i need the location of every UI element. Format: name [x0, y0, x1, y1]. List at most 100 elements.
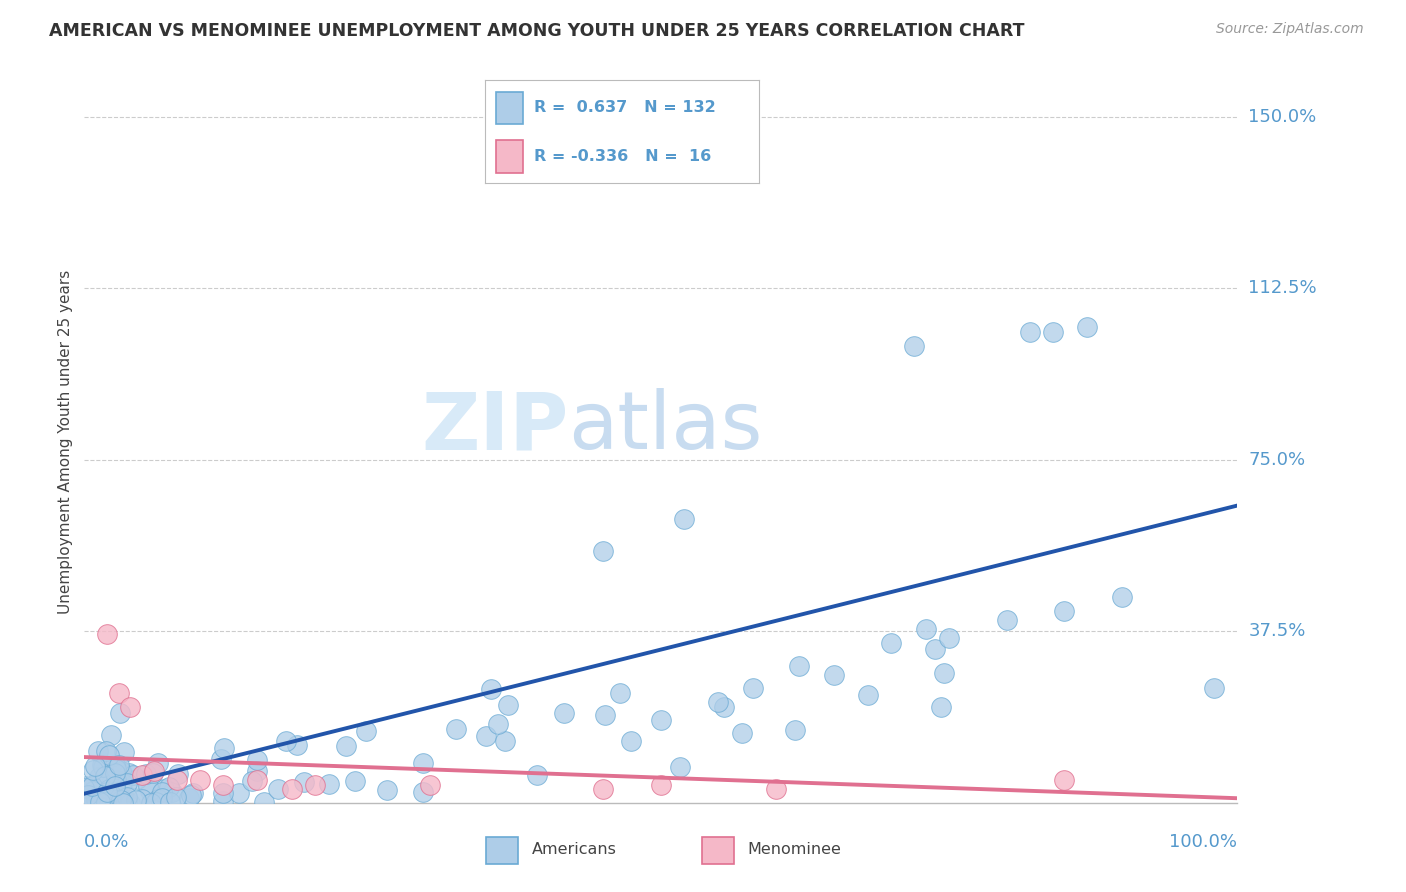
- Text: Menominee: Menominee: [748, 842, 841, 857]
- Point: [146, 792, 169, 806]
- Point: [94, 792, 117, 806]
- Point: [131, 768, 153, 782]
- Point: [228, 786, 250, 800]
- Point: [1018, 325, 1040, 339]
- Point: [127, 772, 149, 786]
- Point: [211, 777, 233, 791]
- Point: [115, 776, 138, 790]
- Point: [115, 795, 138, 809]
- Point: [100, 728, 122, 742]
- Point: [823, 667, 845, 681]
- Point: [136, 779, 159, 793]
- Point: [274, 734, 297, 748]
- Text: 75.0%: 75.0%: [1249, 450, 1306, 469]
- Point: [592, 544, 614, 558]
- Point: [111, 776, 134, 790]
- Point: [934, 665, 956, 680]
- Point: [89, 796, 111, 810]
- Point: [157, 780, 180, 794]
- Point: [114, 745, 136, 759]
- Point: [494, 734, 516, 748]
- Point: [159, 796, 181, 810]
- Text: ZIP: ZIP: [422, 388, 568, 467]
- Point: [253, 795, 276, 809]
- Point: [108, 795, 131, 809]
- Point: [112, 793, 135, 807]
- Point: [742, 681, 765, 696]
- Point: [107, 758, 129, 772]
- Point: [713, 699, 735, 714]
- FancyBboxPatch shape: [703, 838, 734, 864]
- Point: [120, 796, 142, 810]
- Point: [650, 777, 672, 791]
- Point: [285, 738, 308, 752]
- Point: [281, 782, 304, 797]
- Point: [650, 714, 672, 728]
- Point: [212, 795, 235, 809]
- Point: [731, 726, 754, 740]
- Point: [444, 722, 467, 736]
- Point: [98, 781, 121, 796]
- Point: [246, 772, 269, 787]
- Point: [108, 706, 131, 721]
- Text: atlas: atlas: [568, 388, 763, 467]
- Text: R = -0.336   N =  16: R = -0.336 N = 16: [534, 149, 711, 164]
- Point: [148, 756, 170, 770]
- Point: [82, 784, 104, 798]
- Point: [180, 789, 202, 803]
- Point: [153, 781, 176, 796]
- Point: [108, 765, 131, 780]
- Point: [592, 782, 614, 797]
- Point: [93, 776, 115, 790]
- Point: [97, 747, 120, 762]
- Point: [498, 698, 520, 712]
- Point: [108, 789, 131, 804]
- Point: [318, 777, 340, 791]
- Point: [110, 793, 132, 807]
- Point: [765, 782, 787, 797]
- Text: 150.0%: 150.0%: [1249, 108, 1316, 126]
- Point: [135, 766, 157, 780]
- Point: [142, 765, 165, 780]
- Text: Source: ZipAtlas.com: Source: ZipAtlas.com: [1216, 22, 1364, 37]
- Point: [105, 762, 128, 776]
- Point: [84, 791, 107, 805]
- Point: [856, 688, 879, 702]
- Point: [118, 766, 141, 780]
- Point: [787, 658, 810, 673]
- Point: [112, 789, 135, 804]
- Point: [77, 793, 100, 807]
- Point: [76, 788, 98, 802]
- Text: 0.0%: 0.0%: [84, 833, 129, 851]
- Point: [412, 785, 434, 799]
- Point: [212, 741, 235, 756]
- Point: [246, 764, 269, 779]
- Point: [1111, 590, 1133, 604]
- Point: [995, 613, 1018, 627]
- Point: [938, 631, 960, 645]
- Point: [150, 785, 173, 799]
- Point: [486, 717, 509, 731]
- Point: [1053, 772, 1076, 787]
- Point: [292, 775, 315, 789]
- Point: [179, 791, 201, 805]
- Point: [83, 759, 105, 773]
- Point: [354, 723, 377, 738]
- Point: [96, 784, 118, 798]
- Point: [73, 781, 96, 796]
- Point: [211, 786, 233, 800]
- Text: 100.0%: 100.0%: [1170, 833, 1237, 851]
- Point: [474, 729, 496, 743]
- Point: [166, 772, 188, 787]
- Point: [152, 790, 174, 805]
- Point: [139, 784, 162, 798]
- Point: [96, 626, 118, 640]
- Point: [929, 700, 952, 714]
- Point: [139, 796, 162, 810]
- Point: [783, 723, 806, 737]
- Point: [91, 760, 114, 774]
- Point: [1053, 604, 1076, 618]
- Point: [115, 789, 138, 804]
- Text: 112.5%: 112.5%: [1249, 279, 1317, 297]
- Point: [104, 757, 127, 772]
